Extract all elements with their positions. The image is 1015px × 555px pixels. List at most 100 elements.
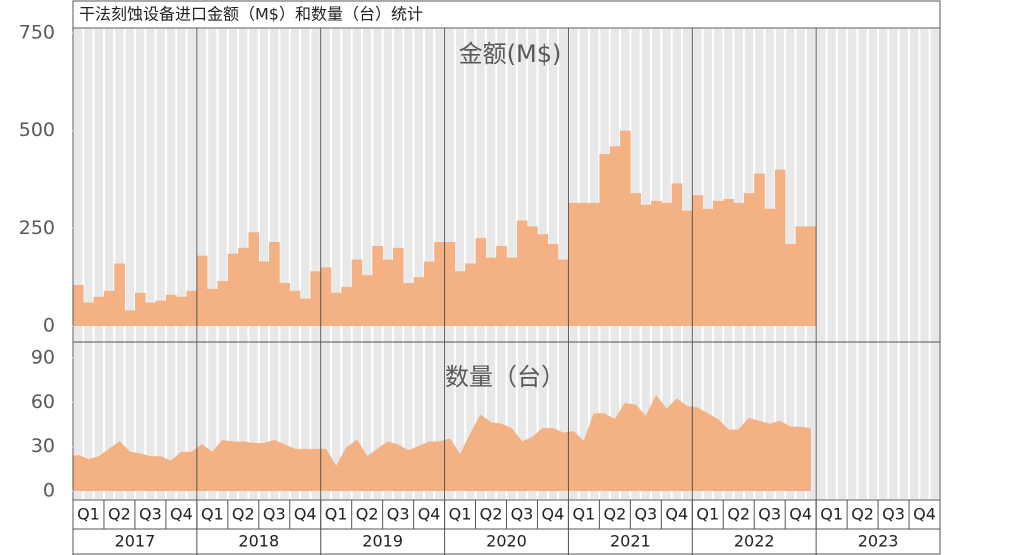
bar [712, 200, 724, 326]
bar [331, 292, 342, 326]
month-stripe [363, 29, 372, 499]
month-stripe [342, 29, 351, 499]
y-tick-label: 60 [31, 391, 55, 413]
month-stripe [920, 29, 929, 499]
bar [423, 261, 435, 326]
month-stripe [414, 29, 423, 499]
x-tick-label: Q3 [387, 505, 410, 524]
bar [258, 261, 270, 326]
x-tick-label: Q2 [851, 505, 874, 524]
x-tick-label: Q1 [449, 505, 472, 524]
x-group-label: 2021 [610, 532, 651, 551]
x-tick-label: Q3 [634, 505, 657, 524]
bar [341, 286, 352, 326]
x-tick-label: Q3 [139, 505, 162, 524]
month-stripe [125, 29, 134, 499]
month-stripe [321, 29, 331, 499]
bar [506, 257, 518, 326]
x-tick-label: Q4 [170, 505, 193, 524]
bar [692, 195, 703, 326]
bar [681, 210, 693, 326]
month-stripe [858, 29, 867, 499]
x-tick-label: Q2 [480, 505, 503, 524]
bar [661, 202, 672, 326]
x-group-label: 2022 [734, 532, 775, 551]
x-tick-label: Q1 [573, 505, 596, 524]
bar [785, 243, 796, 326]
x-tick-label: Q4 [913, 505, 936, 524]
bar [558, 259, 569, 326]
panel-label: 金额(M$) [459, 40, 562, 68]
bar [279, 283, 291, 326]
bar [217, 281, 229, 326]
bar [485, 257, 497, 326]
bar [413, 277, 425, 326]
x-tick-label: Q2 [108, 505, 131, 524]
bar [444, 242, 456, 326]
bar [238, 247, 249, 326]
bar [248, 232, 260, 326]
x-tick-label: Q4 [789, 505, 812, 524]
y-tick-label: 750 [19, 22, 55, 44]
month-stripe [177, 29, 186, 499]
bar [795, 226, 807, 326]
bar [630, 193, 641, 326]
panel-label: 数量（台） [445, 363, 565, 391]
bar [651, 200, 662, 326]
month-stripe [404, 29, 413, 499]
month-stripe [889, 29, 898, 499]
month-stripe [290, 29, 300, 499]
bar [620, 130, 631, 326]
x-tick-label: Q2 [356, 505, 379, 524]
marks [73, 130, 817, 491]
frame [72, 0, 941, 555]
month-stripe [868, 29, 878, 499]
bar [145, 302, 156, 326]
x-group-label: 2020 [486, 532, 527, 551]
bar [134, 292, 146, 326]
bar [73, 284, 84, 326]
bar [465, 263, 476, 326]
bar [733, 202, 745, 326]
bar [805, 226, 817, 326]
bar [475, 238, 487, 326]
month-stripe [332, 29, 341, 499]
y-tick-label: 500 [19, 119, 55, 141]
bar [774, 169, 786, 326]
bar [93, 296, 105, 326]
bar [83, 302, 94, 326]
month-stripe [218, 29, 227, 499]
month-stripe [455, 29, 465, 499]
bar [392, 247, 404, 326]
x-tick-label: Q3 [263, 505, 286, 524]
x-tick-label: Q1 [325, 505, 348, 524]
x-tick-label: Q4 [418, 505, 441, 524]
month-stripe [135, 29, 145, 499]
x-tick-label: Q1 [820, 505, 843, 524]
month-stripe [311, 29, 320, 499]
bar [269, 242, 280, 326]
y-tick-label: 0 [43, 315, 55, 337]
y-tick-label: 0 [43, 480, 55, 502]
month-stripe [94, 29, 103, 499]
bar [743, 193, 755, 326]
bar [671, 183, 683, 326]
month-stripe [817, 29, 826, 499]
month-stripe [208, 29, 217, 499]
month-stripe [166, 29, 176, 499]
bar [227, 253, 239, 326]
bar [372, 245, 383, 326]
bar [702, 208, 714, 326]
bar [599, 154, 611, 326]
y-tick-label: 30 [31, 435, 55, 457]
bar [124, 310, 136, 326]
bar [609, 146, 621, 326]
x-tick-label: Q3 [511, 505, 534, 524]
bar [434, 242, 445, 326]
x-tick-label: Q1 [201, 505, 224, 524]
x-tick-label: Q4 [665, 505, 688, 524]
bar [589, 202, 600, 326]
bar [165, 294, 177, 326]
bar [537, 234, 549, 326]
